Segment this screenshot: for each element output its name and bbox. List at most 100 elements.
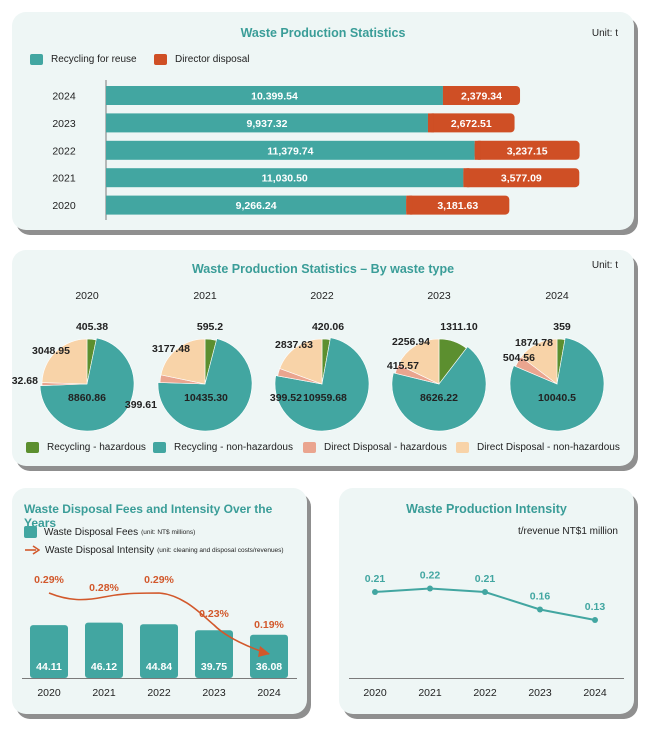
pie-data-label: 8626.22 — [420, 392, 458, 404]
x-tick-label: 2023 — [528, 687, 552, 699]
data-label: 11,379.74 — [267, 145, 313, 157]
pie-data-label: 595.2 — [197, 321, 223, 333]
fee-bar — [30, 625, 68, 678]
fee-value-label: 46.12 — [91, 661, 117, 673]
data-label: 9,266.24 — [236, 200, 277, 212]
bar-recycling — [106, 86, 443, 105]
card-title: Waste Disposal Fees and Intensity Over t… — [24, 502, 273, 530]
disposal-fees-card: Waste Disposal Fees and Intensity Over t… — [12, 488, 307, 714]
legend-label: Waste Disposal Intensity — [45, 544, 155, 556]
pie-data-label: 399.52 — [270, 392, 302, 404]
arrow-icon — [25, 545, 40, 555]
bar-recycling — [106, 113, 428, 133]
pie-data-label: 132.68 — [12, 375, 38, 387]
x-tick-label: 2024 — [257, 687, 281, 699]
bar-disposal-joint — [406, 195, 413, 215]
legend-item: Recycling - non-hazardous — [153, 442, 293, 453]
intensity-value-label: 0.28% — [89, 582, 119, 594]
production-intensity-card: Waste Production Intensity t/revenue NT$… — [339, 488, 634, 714]
pie-data-label: 2837.63 — [275, 339, 313, 351]
x-tick-label: 2021 — [418, 687, 442, 699]
fee-value-label: 44.84 — [146, 661, 172, 673]
pie-slice — [274, 337, 370, 432]
pie-year-label: 2024 — [545, 290, 569, 302]
data-label: 3,577.09 — [501, 173, 542, 185]
data-label: 0.21 — [475, 573, 496, 585]
card-title: Waste Production Statistics – By waste t… — [191, 262, 455, 276]
intensity-line — [48, 592, 270, 655]
pie-slice — [39, 337, 135, 432]
pie-data-label: 3177.48 — [152, 343, 190, 355]
legend-label: Direct Disposal - non-hazardous — [477, 442, 620, 453]
data-label: 3,237.15 — [507, 145, 548, 157]
pie-slice — [279, 338, 323, 385]
legend-unit: (unit: NT$ millions) — [141, 528, 196, 536]
legend-item: Direct Disposal - hazardous — [303, 442, 447, 453]
legend-label: Waste Disposal Fees — [44, 526, 139, 538]
pie-year-label: 2020 — [75, 290, 99, 302]
legend-label: Director disposal — [175, 54, 250, 65]
data-label: 11,030.50 — [262, 173, 308, 185]
legend-label: Direct Disposal - hazardous — [324, 442, 447, 453]
pie-charts: 2020 405.38 8860.86 132.68 3048.95 2021 595.2 1… — [12, 290, 605, 432]
data-label: 0.13 — [585, 601, 606, 613]
legend-swatch — [30, 54, 43, 65]
pie-slice — [398, 338, 440, 385]
pie-data-label: 1874.78 — [515, 337, 553, 349]
category-label: 2022 — [52, 145, 76, 157]
fee-bar — [250, 634, 288, 678]
data-label: 0.16 — [530, 591, 551, 603]
legend-item: Direct Disposal - non-hazardous — [456, 442, 620, 453]
intensity-arrowhead — [258, 646, 270, 657]
data-label: 2,672.51 — [451, 118, 492, 130]
intensity-value-label: 0.29% — [34, 574, 64, 586]
x-tick-label: 2022 — [473, 687, 497, 699]
bar-recycling — [106, 168, 464, 188]
pie-slice — [160, 338, 206, 385]
legend-item: Waste Disposal Fees (unit: NT$ millions) — [24, 526, 195, 538]
intensity-value-label: 0.29% — [144, 574, 174, 586]
category-label: 2021 — [52, 173, 76, 185]
legend-swatch — [153, 442, 166, 453]
pie-slice — [157, 338, 253, 432]
pie-slice — [520, 338, 558, 385]
pie-data-label: 504.56 — [503, 352, 535, 364]
bar-disposal-joint — [442, 86, 449, 105]
waste-production-card: Waste Production Statistics Unit: t Recy… — [12, 12, 634, 230]
legend-label: Recycling - non-hazardous — [174, 442, 293, 453]
fee-bar — [140, 624, 178, 678]
pie-data-label: 3048.95 — [32, 345, 70, 357]
legend-item: Recycling - hazardous — [26, 442, 146, 453]
pie-data-label: 10040.5 — [538, 392, 576, 404]
category-label: 2024 — [52, 91, 76, 103]
bar-disposal — [442, 86, 521, 105]
pie-year-label: 2022 — [310, 290, 334, 302]
bar-disposal — [406, 195, 510, 215]
pie-data-label: 359 — [553, 321, 571, 333]
data-label: 3,181.63 — [437, 200, 478, 212]
data-point — [482, 589, 488, 595]
data-point — [372, 589, 378, 595]
fee-bar — [85, 622, 123, 678]
pie-year-label: 2021 — [193, 290, 217, 302]
legend-label: Recycling - hazardous — [47, 442, 146, 453]
category-label: 2023 — [52, 118, 76, 130]
legend-swatch — [26, 442, 39, 453]
data-label: 2,379.34 — [461, 91, 502, 103]
fees-bar-line-chart: 44.11 2020 46.12 2021 44.84 2022 39.75 2023 36.0… — [22, 574, 297, 699]
data-point — [427, 585, 433, 592]
fee-value-label: 39.75 — [201, 661, 227, 673]
card-title: Waste Production Intensity — [406, 502, 567, 516]
pie-year-label: 2023 — [427, 290, 451, 302]
fee-value-label: 36.08 — [256, 661, 282, 673]
data-label: 0.22 — [420, 570, 441, 582]
legend-swatch — [24, 526, 37, 538]
legend-label: Recycling for reuse — [51, 54, 137, 65]
x-tick-label: 2020 — [37, 687, 61, 699]
waste-by-type-card: Waste Production Statistics – By waste t… — [12, 250, 634, 466]
bar-recycling — [106, 140, 475, 160]
bar-disposal-joint — [463, 168, 470, 188]
legend-item: Recycling for reuse — [30, 54, 137, 65]
x-tick-label: 2024 — [583, 687, 607, 699]
x-tick-label: 2021 — [92, 687, 116, 699]
